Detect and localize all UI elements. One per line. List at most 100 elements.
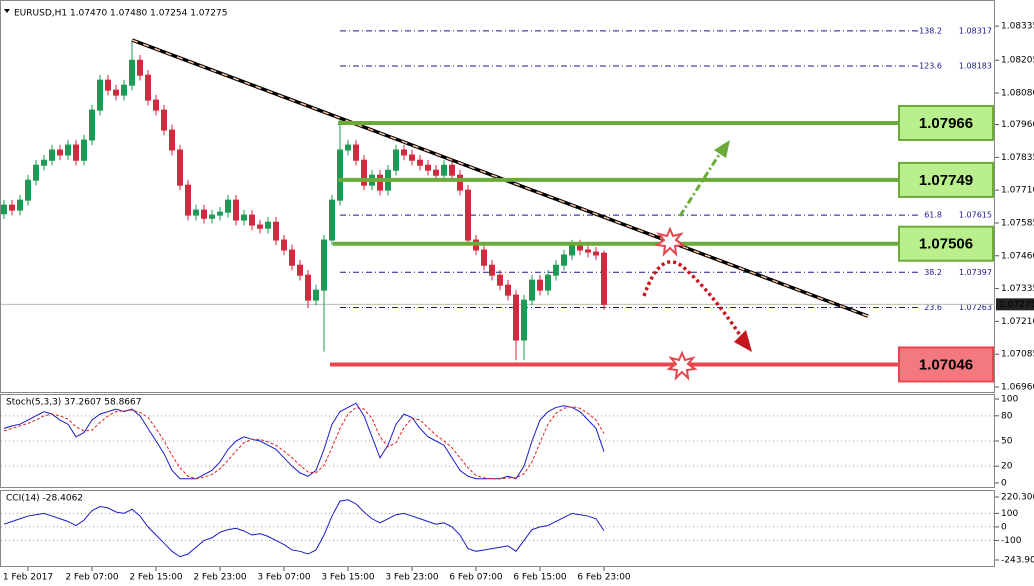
x-tick-label: 2 Feb 23:00 xyxy=(193,573,247,583)
y-tick-label: -100 xyxy=(1001,536,1022,546)
candle-body xyxy=(449,164,455,176)
y-tick-label: 1.07835 xyxy=(1001,153,1034,163)
candle-body xyxy=(433,169,439,176)
candle-body xyxy=(113,89,119,96)
panel-title: Stoch(5,3,3) 37.2607 58.8667 xyxy=(6,398,141,408)
candle-body xyxy=(105,79,111,91)
candle-body xyxy=(321,239,327,291)
candle-body xyxy=(529,279,535,301)
candle-body xyxy=(1,204,7,215)
candle-body xyxy=(361,159,367,186)
x-tick-label: 6 Feb 23:00 xyxy=(577,573,631,583)
candle-body xyxy=(9,204,15,211)
y-tick-label: -243.9047 xyxy=(1001,555,1034,565)
candle-body xyxy=(593,251,599,256)
main-panel xyxy=(0,0,995,393)
y-tick-label: 1.07960 xyxy=(1001,120,1034,130)
candle-body xyxy=(57,149,63,156)
last-price-tag xyxy=(996,298,1034,311)
candle-body xyxy=(241,214,247,221)
panel-title: EURUSD,H1 1.07470 1.07480 1.07254 1.0727… xyxy=(14,9,227,19)
candle-body xyxy=(97,79,103,111)
candle-body xyxy=(481,249,487,266)
y-tick-label: 1.06960 xyxy=(1001,383,1034,393)
candle-body xyxy=(73,144,79,161)
candle-body xyxy=(201,209,207,219)
scenario-arrows xyxy=(642,140,752,381)
candle-body xyxy=(337,149,343,201)
candle-body xyxy=(313,289,319,301)
y-tick-label: 220.3065 xyxy=(1001,493,1034,503)
fib-value: 1.08183 xyxy=(959,62,992,71)
star xyxy=(666,350,698,381)
y-tick-label: 1.08205 xyxy=(1001,56,1034,66)
y-tick-label: 1.07710 xyxy=(1001,186,1034,196)
y-tick-label: 1.07460 xyxy=(1001,251,1034,261)
level-label: 1.07749 xyxy=(919,172,973,189)
level-label: 1.07966 xyxy=(919,115,973,132)
candle-body xyxy=(425,164,431,171)
candle-body xyxy=(513,294,519,341)
candle-body xyxy=(233,199,239,221)
y-tick-label: 0 xyxy=(1001,478,1007,488)
candle-body xyxy=(185,184,191,216)
fib-value: 1.07263 xyxy=(959,303,992,312)
candle-body xyxy=(537,279,543,291)
candle-body xyxy=(129,59,135,86)
candle-body xyxy=(65,144,71,156)
candle-body xyxy=(305,274,311,301)
fib-ratio: 61.8 xyxy=(924,211,942,220)
candle-body xyxy=(25,179,31,201)
y-tick-label: 1.07085 xyxy=(1001,350,1034,360)
candle-body xyxy=(217,211,223,216)
candle-body xyxy=(265,221,271,229)
candle-body xyxy=(121,84,127,96)
candle-body xyxy=(41,159,47,166)
candle-body xyxy=(257,224,263,229)
level-label: 1.07046 xyxy=(919,356,973,373)
candle-body xyxy=(153,99,159,111)
candle-body xyxy=(377,174,383,191)
candle-body xyxy=(329,199,335,241)
candle-body xyxy=(209,214,215,219)
menu-triangle xyxy=(4,9,10,13)
candle-body xyxy=(409,154,415,161)
x-tick-label: 6 Feb 15:00 xyxy=(513,573,567,583)
candle-body xyxy=(193,209,199,216)
candle-body xyxy=(289,249,295,266)
y-tick-label: 50 xyxy=(1001,437,1013,447)
candle-body xyxy=(521,299,527,341)
y-tick-label: 1.08080 xyxy=(1001,89,1034,99)
candle-body xyxy=(177,149,183,186)
x-tick-label: 1 Feb 2017 xyxy=(3,573,53,583)
candle-body xyxy=(49,149,55,161)
candle-body xyxy=(545,274,551,291)
fib-value: 1.07615 xyxy=(959,211,992,220)
x-tick-label: 3 Feb 15:00 xyxy=(321,573,375,583)
plot-layer: EURUSD,H1 1.07470 1.07480 1.07254 1.0727… xyxy=(1,9,1034,583)
fib-ratio: 23.6 xyxy=(924,303,942,312)
candle-body xyxy=(577,244,583,251)
candle-body xyxy=(169,129,175,151)
y-tick-label: 1.07335 xyxy=(1001,284,1034,294)
level-box xyxy=(898,104,994,141)
candle-body xyxy=(353,144,359,161)
candle-body xyxy=(569,244,575,256)
y-tick-label: 0 xyxy=(1001,522,1007,532)
last-price-label: 1.07275 xyxy=(999,300,1034,310)
level-box xyxy=(898,161,994,198)
candle-body xyxy=(161,109,167,131)
bear-arrow-head xyxy=(734,330,752,352)
frame xyxy=(0,0,995,567)
level-box xyxy=(898,225,994,262)
candle-body xyxy=(505,284,511,296)
x-tick-label: 3 Feb 07:00 xyxy=(257,573,311,583)
x-tick-label: 2 Feb 15:00 xyxy=(129,573,183,583)
candle-body xyxy=(137,59,143,76)
candle-body xyxy=(457,174,463,191)
candle-body xyxy=(81,139,87,161)
indicator-line xyxy=(3,406,605,480)
candle-body xyxy=(273,221,279,241)
